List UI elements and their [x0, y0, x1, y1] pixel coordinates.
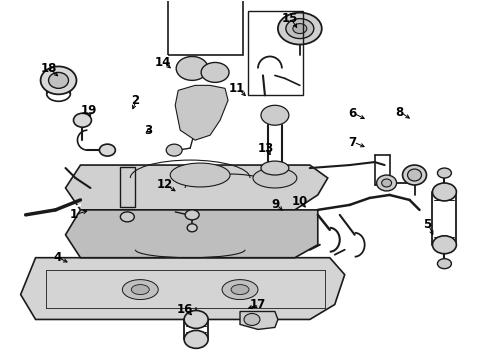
Text: 7: 7: [348, 136, 357, 149]
Ellipse shape: [222, 280, 258, 300]
Ellipse shape: [261, 105, 289, 125]
Text: 1: 1: [70, 208, 77, 221]
Ellipse shape: [278, 13, 322, 45]
Ellipse shape: [184, 330, 208, 348]
Ellipse shape: [408, 169, 421, 181]
Ellipse shape: [231, 285, 249, 294]
Ellipse shape: [122, 280, 158, 300]
Text: 19: 19: [80, 104, 97, 117]
Ellipse shape: [49, 72, 69, 88]
Bar: [248, 11, 303, 95]
Text: 9: 9: [272, 198, 280, 211]
Polygon shape: [175, 85, 228, 140]
Ellipse shape: [438, 259, 451, 269]
Text: 16: 16: [177, 303, 194, 316]
Ellipse shape: [184, 310, 208, 328]
Polygon shape: [21, 258, 345, 319]
Ellipse shape: [253, 168, 297, 188]
Text: 10: 10: [292, 195, 308, 208]
Text: 8: 8: [395, 106, 404, 119]
Text: 15: 15: [282, 12, 298, 25]
Text: 3: 3: [144, 124, 152, 137]
Text: 18: 18: [40, 62, 57, 75]
Bar: [121, 167, 135, 207]
Ellipse shape: [286, 19, 314, 39]
Bar: [168, 0, 243, 55]
Polygon shape: [66, 165, 328, 210]
Text: 17: 17: [250, 298, 266, 311]
Text: 6: 6: [348, 107, 357, 120]
Ellipse shape: [377, 175, 396, 191]
Text: 13: 13: [258, 141, 274, 155]
Polygon shape: [66, 210, 318, 258]
Ellipse shape: [261, 161, 289, 175]
Text: 5: 5: [423, 218, 432, 231]
Ellipse shape: [244, 314, 260, 325]
Ellipse shape: [433, 183, 456, 201]
Ellipse shape: [176, 57, 208, 80]
Ellipse shape: [99, 144, 115, 156]
Text: 11: 11: [229, 82, 245, 95]
Ellipse shape: [438, 168, 451, 178]
Text: 2: 2: [131, 94, 139, 107]
Ellipse shape: [41, 67, 76, 94]
Text: 4: 4: [53, 251, 62, 264]
Ellipse shape: [170, 163, 230, 187]
Ellipse shape: [293, 24, 307, 33]
Ellipse shape: [121, 212, 134, 222]
Ellipse shape: [131, 285, 149, 294]
Ellipse shape: [74, 113, 92, 127]
Text: 12: 12: [157, 179, 173, 192]
Ellipse shape: [382, 179, 392, 187]
Polygon shape: [240, 311, 278, 329]
Ellipse shape: [201, 62, 229, 82]
Ellipse shape: [185, 210, 199, 220]
Ellipse shape: [166, 144, 182, 156]
Ellipse shape: [187, 224, 197, 232]
Ellipse shape: [433, 236, 456, 254]
Ellipse shape: [403, 165, 426, 185]
Text: 14: 14: [155, 56, 172, 69]
